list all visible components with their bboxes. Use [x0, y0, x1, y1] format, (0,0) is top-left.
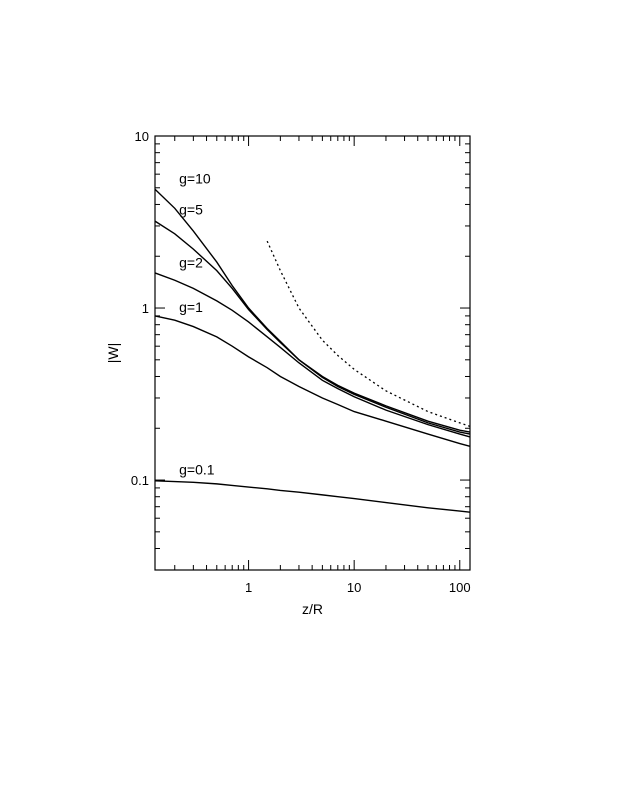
x-tick-label: 1: [245, 580, 252, 595]
series-label: g=0.1: [179, 461, 215, 477]
series-line-g-2: [154, 272, 471, 438]
x-tick-label: 10: [347, 580, 361, 595]
series-label: g=5: [179, 201, 203, 217]
series-line-g-5: [154, 220, 471, 435]
y-axis-title: |W|: [105, 343, 121, 364]
chart-series: [154, 188, 471, 513]
plot-frame: [154, 135, 471, 571]
y-tick-label: 10: [135, 129, 149, 144]
series-line-g-0-1: [154, 480, 471, 513]
tick-marks: [155, 135, 470, 571]
series-label: g=1: [179, 299, 203, 315]
x-tick-label: 100: [449, 580, 471, 595]
y-tick-label: 1: [142, 301, 149, 316]
y-tick-label: 0.1: [131, 473, 149, 488]
series-label: g=10: [179, 170, 211, 186]
x-axis-title: z/R: [302, 601, 323, 617]
series-line-dotted: [266, 240, 471, 428]
series-label: g=2: [179, 255, 203, 271]
series-line-g-1: [154, 315, 471, 448]
chart-labels: 1 10 100 0.1 1 10 g=10 g=5 g=2 g=1 g=0.1: [131, 129, 471, 595]
